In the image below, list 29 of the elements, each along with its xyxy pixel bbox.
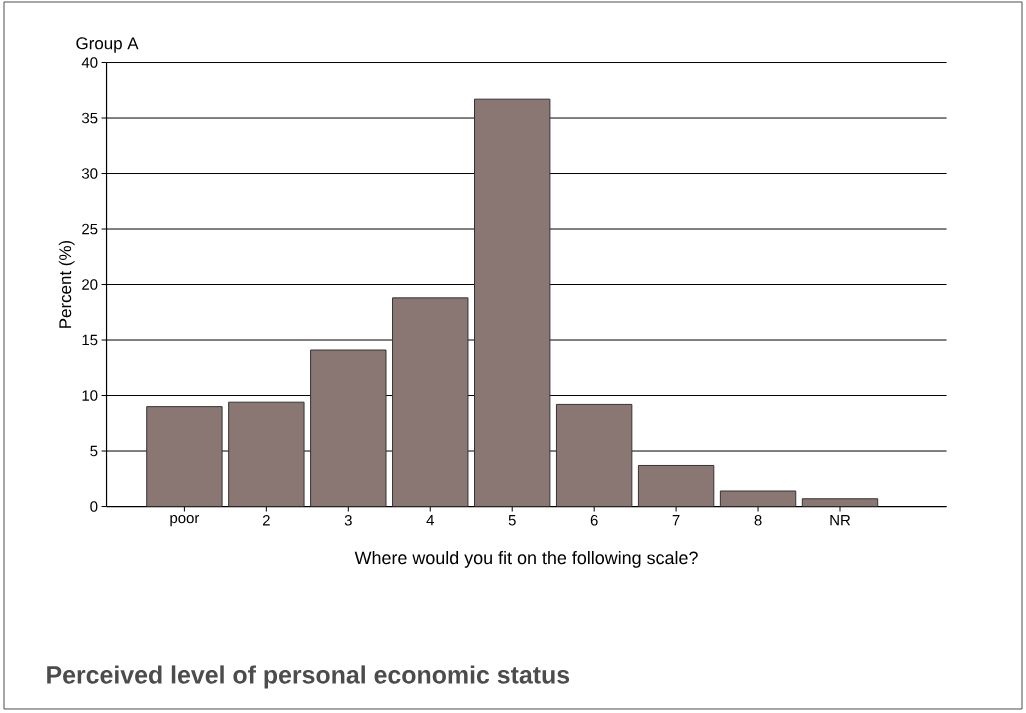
bar bbox=[556, 404, 632, 507]
bar bbox=[146, 406, 223, 507]
x-tick-label: 8 bbox=[754, 515, 762, 526]
x-tick-label: 5 bbox=[508, 515, 516, 526]
y-tick-label: 15 bbox=[82, 334, 98, 346]
text: Perceived level of personal economic status bbox=[47, 665, 570, 689]
y-tick-label: 35 bbox=[81, 112, 98, 124]
y-tick-label: 0 bbox=[90, 501, 98, 512]
bar bbox=[638, 465, 714, 507]
x-tick-label: 3 bbox=[344, 515, 352, 526]
y-tick-label: 40 bbox=[81, 57, 98, 68]
y-axis-title: Percent (%) bbox=[58, 240, 75, 328]
x-axis-title: Where would you fit on the following scale? bbox=[354, 551, 698, 568]
y-tick-label: 5 bbox=[90, 445, 98, 457]
bar bbox=[228, 402, 305, 507]
y-tick-label: 10 bbox=[82, 390, 98, 401]
y-tick-label: 25 bbox=[82, 223, 98, 235]
y-tick-label: 20 bbox=[82, 279, 98, 290]
chart-subtitle: Group A bbox=[76, 37, 139, 53]
x-tick-label: 4 bbox=[426, 515, 434, 526]
bar bbox=[392, 297, 468, 507]
x-tick-label: 7 bbox=[672, 515, 680, 526]
x-tick-label: 2 bbox=[262, 515, 270, 526]
x-tick-label: 6 bbox=[590, 515, 598, 526]
x-tick-label: NR bbox=[830, 515, 851, 526]
bar bbox=[474, 99, 550, 507]
x-tick-label: poor bbox=[170, 515, 200, 527]
y-tick-label: 30 bbox=[81, 168, 98, 179]
bar bbox=[310, 350, 386, 507]
